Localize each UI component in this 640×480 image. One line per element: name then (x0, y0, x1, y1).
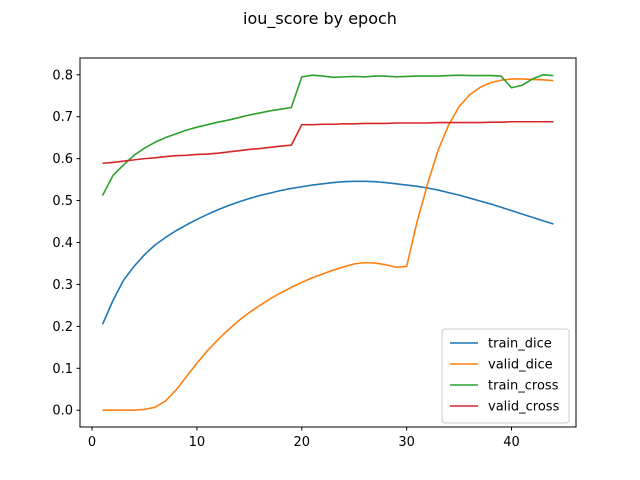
legend-box (441, 328, 570, 424)
y-tick-label: 0.1 (52, 362, 73, 377)
series-line-train-dice (101, 180, 554, 325)
legend-label: train_dice (488, 337, 552, 352)
y-tick-label: 0.5 (52, 194, 73, 209)
y-tick-label: 0.6 (52, 152, 73, 167)
x-tick-label: 40 (503, 435, 520, 450)
series-line-valid-dice (102, 78, 554, 412)
y-tick-label: 0.7 (52, 110, 73, 125)
x-tick-label: 10 (189, 435, 206, 450)
chart-title: iou_score by epoch (243, 9, 397, 29)
legend-label: train_cross (488, 379, 559, 394)
y-tick-label: 0.4 (52, 236, 73, 251)
y-tick-label: 0.2 (52, 320, 73, 335)
series-line-train-cross (101, 73, 554, 196)
legend-label: valid_dice (488, 358, 553, 373)
y-tick-label: 0.8 (52, 68, 73, 83)
y-tick-label: 0.3 (52, 278, 73, 293)
x-tick-label: 20 (294, 435, 311, 450)
legend: train_dice valid_dice train_cross valid_cro… (441, 328, 570, 424)
y-axis: 0.0 0.1 0.2 0.3 0.4 0.5 0.6 0.7 0.8 (52, 68, 80, 419)
x-tick-label: 0 (88, 435, 96, 450)
x-tick-label: 30 (398, 435, 415, 450)
x-axis: 0 10 20 30 40 (88, 427, 520, 450)
legend-label: valid_cross (488, 400, 560, 415)
y-tick-label: 0.0 (52, 404, 73, 419)
series-lines (101, 73, 554, 412)
series-line-valid-cross (102, 120, 554, 165)
